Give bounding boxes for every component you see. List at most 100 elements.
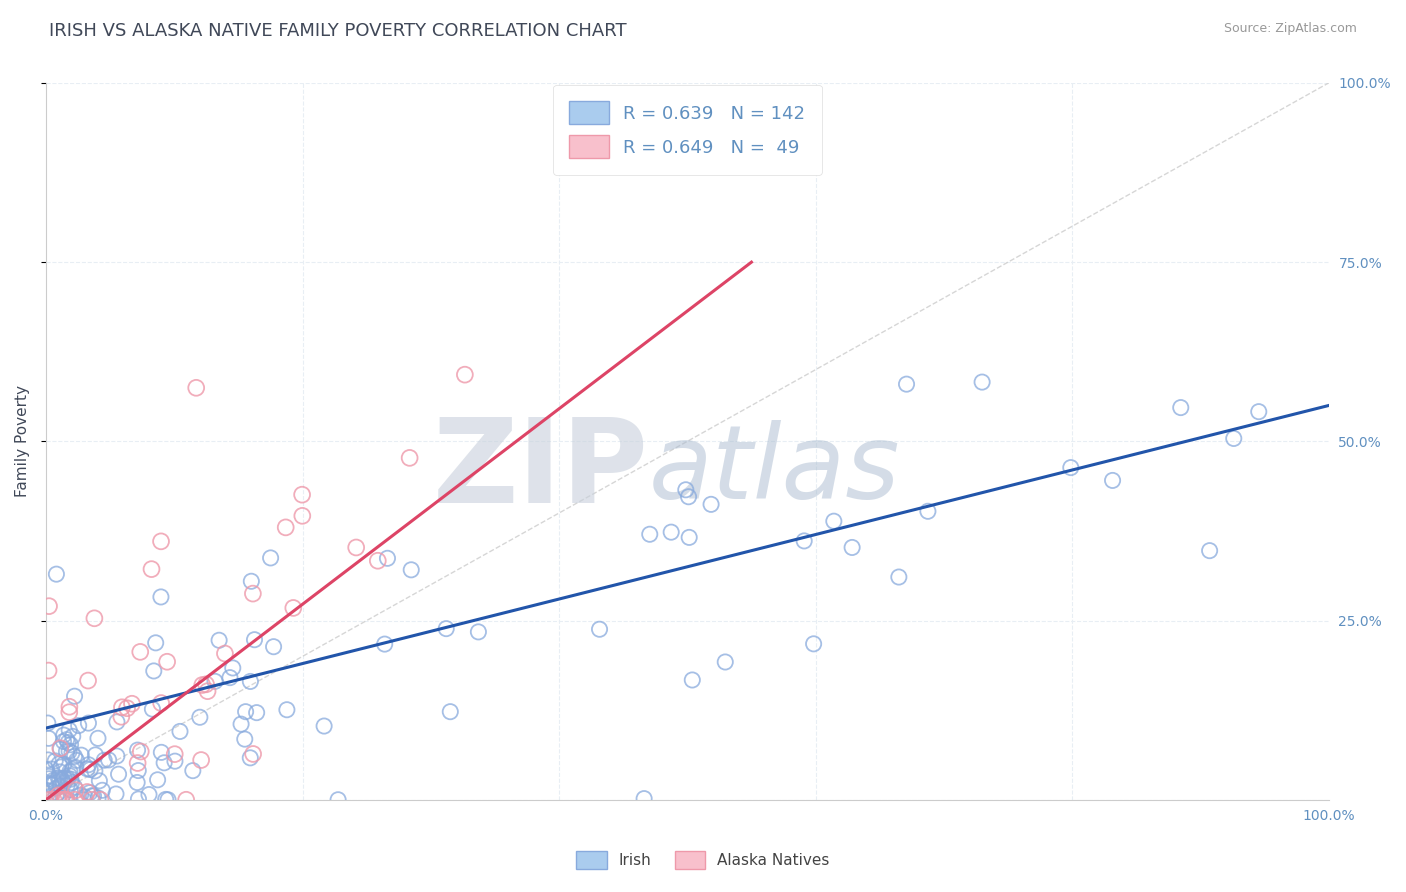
- Point: [678, 490, 700, 504]
- Point: [42, 793, 65, 807]
- Point: [65, 753, 87, 767]
- Point: [87, 791, 110, 805]
- Point: [793, 533, 815, 548]
- Point: [77, 716, 100, 731]
- Point: [53, 772, 76, 786]
- Point: [204, 674, 226, 689]
- Point: [38, 664, 60, 678]
- Point: [156, 655, 179, 669]
- Point: [41, 762, 63, 776]
- Point: [46, 786, 69, 800]
- Point: [276, 703, 298, 717]
- Point: [38, 772, 60, 786]
- Point: [377, 551, 399, 566]
- Point: [291, 488, 314, 502]
- Point: [240, 574, 263, 589]
- Point: [259, 550, 281, 565]
- Point: [62, 763, 84, 777]
- Point: [291, 508, 314, 523]
- Point: [63, 780, 86, 794]
- Point: [803, 637, 825, 651]
- Text: IRISH VS ALASKA NATIVE FAMILY POVERTY CORRELATION CHART: IRISH VS ALASKA NATIVE FAMILY POVERTY CO…: [49, 22, 627, 40]
- Point: [219, 671, 242, 685]
- Point: [242, 747, 264, 761]
- Point: [454, 368, 477, 382]
- Point: [49, 741, 72, 756]
- Point: [70, 748, 93, 763]
- Point: [127, 764, 149, 778]
- Point: [127, 743, 149, 757]
- Point: [197, 684, 219, 698]
- Point: [110, 710, 132, 724]
- Point: [638, 527, 661, 541]
- Point: [79, 786, 101, 800]
- Point: [55, 793, 77, 807]
- Point: [127, 756, 149, 770]
- Point: [841, 541, 863, 555]
- Point: [1247, 405, 1270, 419]
- Point: [52, 757, 75, 772]
- Point: [675, 483, 697, 497]
- Point: [48, 789, 70, 803]
- Point: [59, 738, 82, 752]
- Point: [80, 789, 103, 803]
- Point: [35, 763, 58, 777]
- Point: [59, 769, 82, 783]
- Point: [141, 562, 163, 576]
- Point: [52, 776, 75, 790]
- Point: [127, 775, 149, 789]
- Point: [67, 718, 90, 732]
- Point: [35, 783, 58, 797]
- Point: [169, 724, 191, 739]
- Point: [896, 377, 918, 392]
- Point: [56, 735, 79, 749]
- Point: [1060, 460, 1083, 475]
- Point: [917, 504, 939, 518]
- Point: [60, 775, 83, 789]
- Point: [141, 702, 163, 716]
- Point: [55, 732, 77, 747]
- Point: [283, 601, 305, 615]
- Point: [149, 590, 172, 604]
- Point: [51, 772, 73, 787]
- Point: [93, 753, 115, 767]
- Point: [73, 793, 96, 807]
- Point: [58, 699, 80, 714]
- Point: [681, 673, 703, 687]
- Point: [138, 788, 160, 802]
- Point: [155, 792, 177, 806]
- Point: [239, 751, 262, 765]
- Point: [111, 700, 134, 714]
- Point: [59, 772, 82, 786]
- Point: [44, 754, 66, 768]
- Point: [633, 791, 655, 805]
- Point: [69, 788, 91, 802]
- Point: [129, 645, 152, 659]
- Point: [188, 710, 211, 724]
- Point: [150, 696, 173, 710]
- Point: [314, 719, 336, 733]
- Point: [174, 793, 197, 807]
- Point: [439, 705, 461, 719]
- Point: [104, 787, 127, 801]
- Point: [274, 520, 297, 534]
- Point: [37, 716, 59, 731]
- Point: [659, 525, 682, 540]
- Point: [38, 599, 60, 614]
- Point: [246, 706, 269, 720]
- Point: [38, 731, 60, 746]
- Point: [127, 792, 149, 806]
- Point: [239, 674, 262, 689]
- Point: [56, 779, 79, 793]
- Text: ZIP: ZIP: [433, 412, 648, 527]
- Point: [48, 771, 70, 785]
- Point: [65, 783, 87, 797]
- Legend: R = 0.639   N = 142, R = 0.649   N =  49: R = 0.639 N = 142, R = 0.649 N = 49: [553, 85, 821, 175]
- Point: [107, 767, 129, 781]
- Point: [53, 793, 76, 807]
- Point: [191, 678, 214, 692]
- Point: [59, 782, 82, 797]
- Point: [55, 744, 77, 758]
- Point: [42, 773, 65, 788]
- Point: [242, 586, 264, 600]
